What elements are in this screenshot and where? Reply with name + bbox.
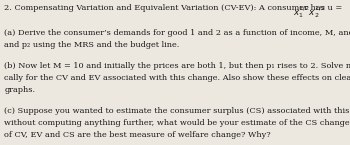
Text: 2. Compensating Variation and Equivalent Variation (CV-EV): A consumer has u =: 2. Compensating Variation and Equivalent… [4,4,345,12]
Text: (a) Derive the consumer’s demands for good 1 and 2 as a function of income, M, a: (a) Derive the consumer’s demands for go… [4,29,350,37]
Text: of CV, EV and CS are the best measure of welfare change? Why?: of CV, EV and CS are the best measure of… [4,131,271,139]
Text: (b) Now let M = 10 and initially the prices are both 1, but then p₁ rises to 2. : (b) Now let M = 10 and initially the pri… [4,62,350,70]
Text: cally for the CV and EV associated with this change. Also show these effects on : cally for the CV and EV associated with … [4,74,350,82]
Text: $x_1^{1/2}x_2^{1/2}$: $x_1^{1/2}x_2^{1/2}$ [293,4,326,20]
Text: (c) Suppose you wanted to estimate the consumer surplus (CS) associated with thi: (c) Suppose you wanted to estimate the c… [4,107,350,115]
Text: graphs.: graphs. [4,86,35,94]
Text: and p₂ using the MRS and the budget line.: and p₂ using the MRS and the budget line… [4,41,180,49]
Text: without computing anything further, what would be your estimate of the CS change: without computing anything further, what… [4,119,350,127]
